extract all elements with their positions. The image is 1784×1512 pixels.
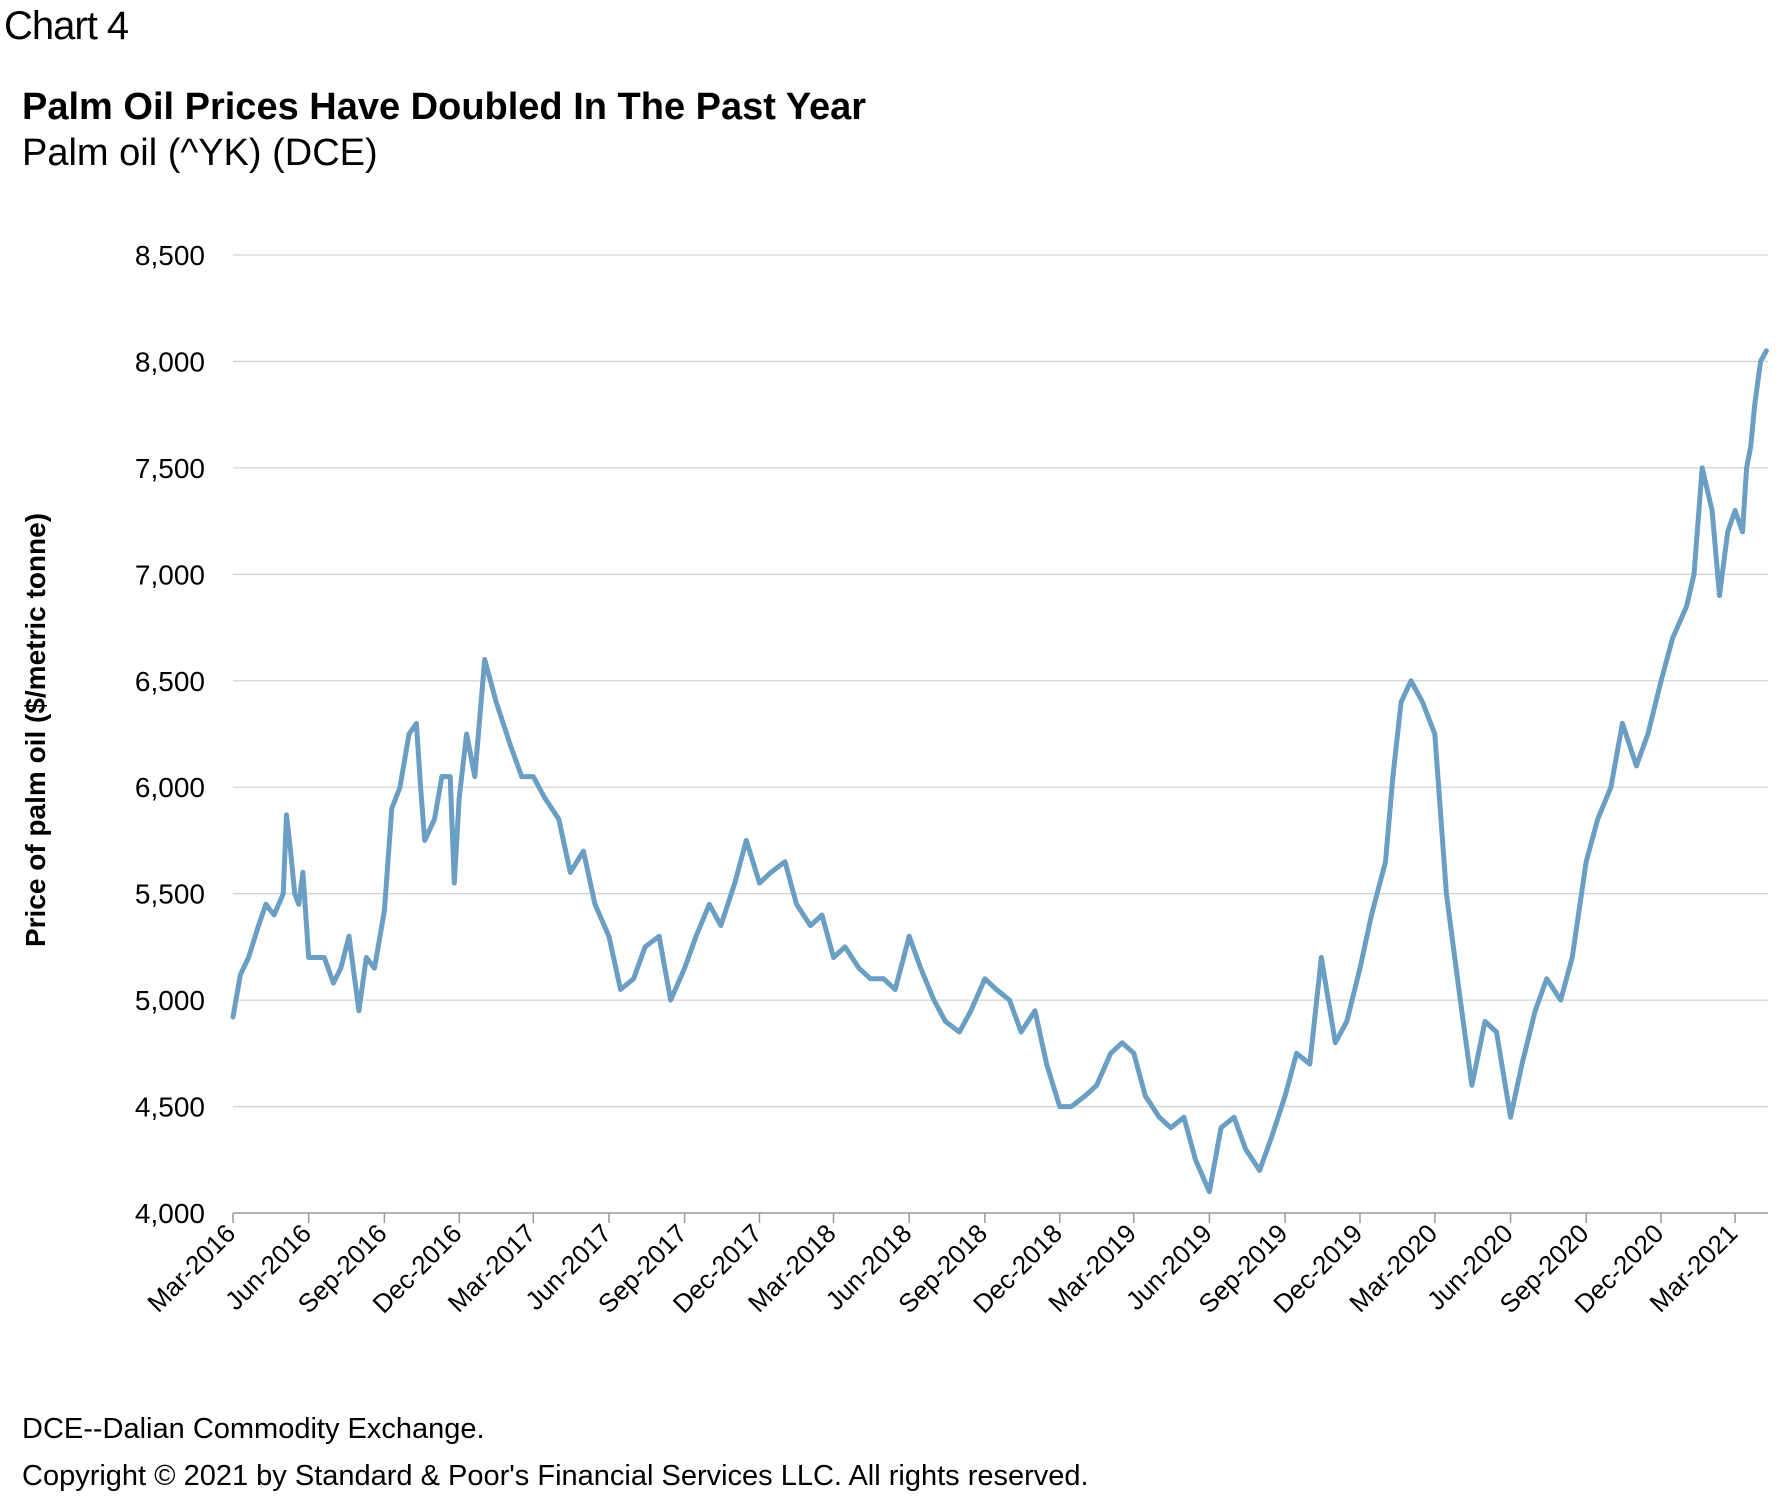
gridlines	[233, 254, 1768, 1108]
chart-title: Palm Oil Prices Have Doubled In The Past…	[22, 86, 867, 128]
y-tick-label: 4,000	[135, 1198, 205, 1229]
x-axis: Mar-2016Jun-2016Sep-2016Dec-2016Mar-2017…	[141, 1212, 1768, 1319]
y-tick-label: 8,500	[135, 240, 205, 271]
y-tick-label: 5,000	[135, 985, 205, 1016]
y-tick-label: 6,500	[135, 666, 205, 697]
footnote: DCE--Dalian Commodity Exchange.	[22, 1413, 485, 1445]
y-tick-label: 8,000	[135, 346, 205, 377]
y-axis-label: Price of palm oil ($/metric tonne)	[20, 513, 51, 947]
y-tick-label: 7,500	[135, 453, 205, 484]
series-group	[230, 348, 1769, 1195]
y-axis-ticks: 4,000 4,500 5,000 5,500 6,000 6,500 7,000 7,500…	[135, 240, 205, 1229]
chart-subtitle: Palm oil (^YK) (DCE)	[22, 132, 378, 174]
y-tick-label: 7,000	[135, 559, 205, 590]
series-line	[230, 348, 1769, 1195]
copyright: Copyright © 2021 by Standard & Poor's Fi…	[22, 1460, 1089, 1492]
y-tick-label: 5,500	[135, 879, 205, 910]
chart-number: Chart 4	[4, 4, 129, 48]
y-tick-label: 6,000	[135, 772, 205, 803]
y-tick-label: 4,500	[135, 1092, 205, 1123]
